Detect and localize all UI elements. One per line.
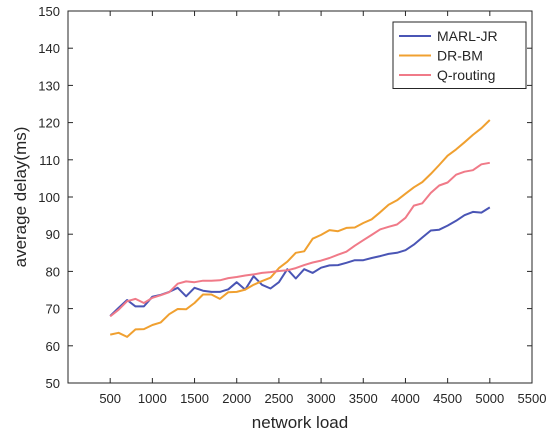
- x-tick-label: 500: [99, 391, 121, 406]
- axis-ticks: 500 1000 1500 2000 2500 3000 3500 4000 4500 5000 5…: [38, 4, 546, 406]
- x-tick-label: 1500: [180, 391, 209, 406]
- x-axis-label: network load: [252, 413, 348, 432]
- y-tick-label: 110: [39, 153, 60, 168]
- legend-label-marl-jr: MARL-JR: [437, 28, 498, 44]
- series-lines: [109, 119, 491, 338]
- x-tick-label: 2500: [264, 391, 293, 406]
- y-tick-label: 130: [38, 78, 60, 93]
- y-tick-label: 80: [46, 264, 60, 279]
- series-line-marl-jr: [109, 206, 491, 317]
- x-tick-label: 5500: [518, 391, 547, 406]
- x-tick-label: 1000: [138, 391, 167, 406]
- legend: MARL-JR DR-BM Q-routing: [392, 21, 527, 89]
- x-tick-label: 4500: [433, 391, 462, 406]
- series-line-q-routing: [109, 161, 490, 318]
- series-line-dr-bm: [109, 119, 491, 338]
- y-tick-label: 70: [46, 302, 60, 317]
- legend-box: [392, 21, 527, 89]
- x-tick-label: 4000: [391, 391, 420, 406]
- legend-label-dr-bm: DR-BM: [437, 48, 483, 64]
- legend-label-q-routing: Q-routing: [437, 67, 495, 83]
- x-tick-label: 3000: [307, 391, 336, 406]
- y-axis-label: average delay(ms): [11, 127, 30, 268]
- x-tick-label: 2000: [222, 391, 251, 406]
- y-tick-label: 60: [46, 339, 60, 354]
- y-tick-label: 50: [46, 376, 60, 391]
- y-tick-label: 100: [38, 190, 60, 205]
- y-tick-label: 120: [38, 116, 60, 131]
- x-tick-label: 5000: [475, 391, 504, 406]
- x-tick-label: 3500: [349, 391, 378, 406]
- y-tick-label: 90: [46, 227, 60, 242]
- y-tick-label: 140: [38, 41, 60, 56]
- y-tick-label: 150: [38, 4, 60, 19]
